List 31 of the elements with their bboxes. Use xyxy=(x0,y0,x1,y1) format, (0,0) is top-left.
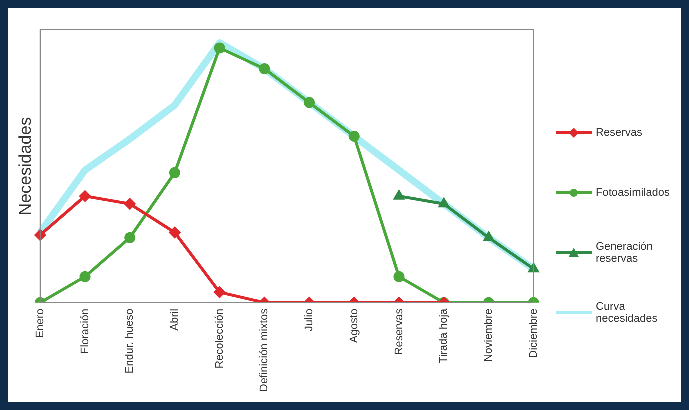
legend-label: Curva necesidades xyxy=(596,301,659,325)
point xyxy=(34,230,46,241)
legend-label: Reservas xyxy=(596,127,642,139)
x-tick-label: Julio xyxy=(304,308,316,332)
point xyxy=(259,63,270,74)
x-tick-label: Enero xyxy=(34,308,46,338)
x-tick-label: Recolección xyxy=(214,308,226,369)
point xyxy=(528,264,539,273)
point xyxy=(169,227,180,238)
x-tick-label: Agosto xyxy=(348,308,360,344)
point xyxy=(348,131,360,142)
point xyxy=(80,190,91,202)
x-tick-label: Reservas xyxy=(393,308,406,356)
x-tick-label: Endur. hueso xyxy=(124,308,136,374)
x-tick-label: Floración xyxy=(79,308,92,354)
point xyxy=(304,97,316,108)
legend-label: Fotoasimilados xyxy=(596,187,670,199)
point xyxy=(169,167,180,178)
x-tick-label: Abril xyxy=(168,308,181,331)
x-tick-label: Diciembre xyxy=(528,308,540,358)
point xyxy=(124,232,136,244)
point xyxy=(484,232,494,242)
x-tick-label: Definición mixtos xyxy=(258,308,271,392)
x-tick-label: Tirada hoja xyxy=(438,308,450,364)
legend-label: Generación reservas xyxy=(596,241,654,265)
point xyxy=(124,198,136,210)
point xyxy=(439,198,450,208)
point xyxy=(394,190,404,200)
x-tick-label: Noviembre xyxy=(482,308,495,362)
y-axis-title: Necesidades xyxy=(16,117,35,216)
point xyxy=(214,42,226,54)
